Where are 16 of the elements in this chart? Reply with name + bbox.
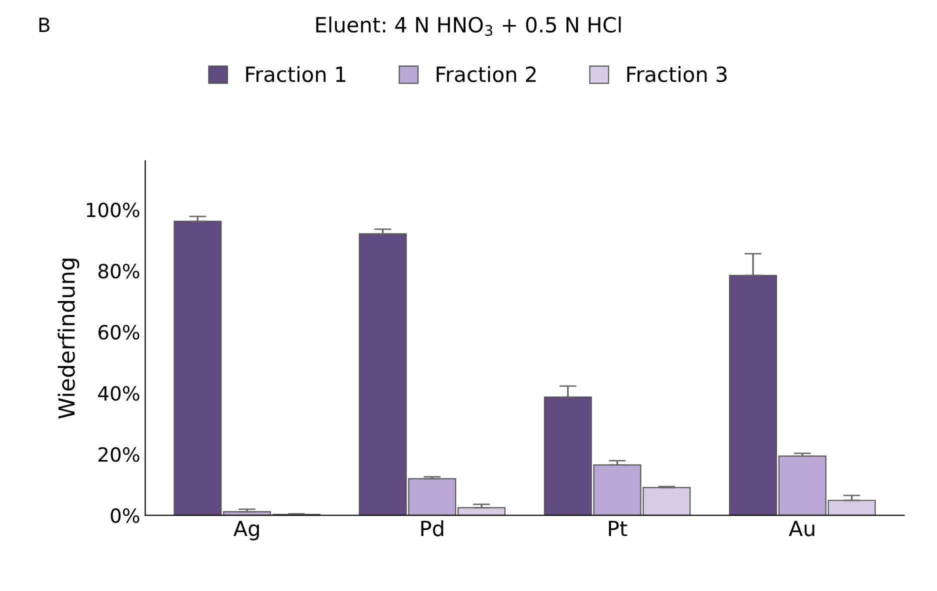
y-tick-label: 80% [98, 264, 140, 278]
y-tick-label: 100% [86, 202, 140, 218]
y-tick-label: 20% [98, 447, 140, 462]
y-axis-title: Wiederfindung [58, 258, 80, 419]
y-tick-label: 40% [98, 386, 140, 401]
x-tick-label: Pd [421, 520, 444, 536]
y-tick-label: 60% [98, 324, 140, 340]
x-tick-label: Ag [233, 520, 259, 540]
y-tick-label: 0% [110, 508, 140, 524]
legend-label: Fraction 2 [436, 66, 536, 82]
chart-title: Eluent: 4 N HNO$_{3}$ + 0.5 N HCl [316, 16, 621, 36]
legend-label: Fraction 1 [246, 66, 346, 82]
x-tick-label: Au [788, 520, 814, 536]
text: B [39, 18, 50, 32]
x-tick-label: Pt [608, 520, 628, 536]
legend-label: Fraction 3 [627, 66, 727, 82]
